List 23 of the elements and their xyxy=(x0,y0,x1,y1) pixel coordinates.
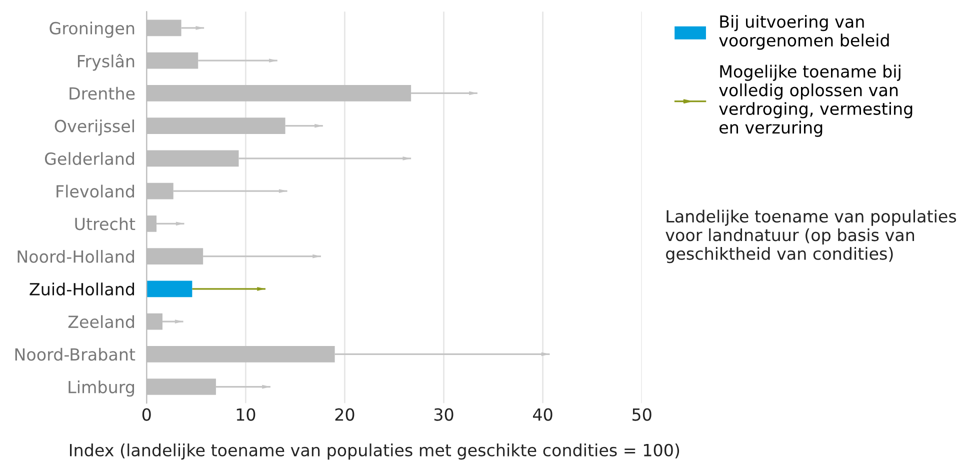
bar xyxy=(146,280,192,298)
y-tick-label: Overijssel xyxy=(54,119,134,136)
y-tick-label: Utrecht xyxy=(75,217,136,230)
x-tick-label: 20 xyxy=(335,408,354,421)
x-tick-label: 30 xyxy=(434,408,454,421)
legend-label: Bij uitvoering van voorgenomen beleid xyxy=(719,15,889,50)
y-tick-label: Fryslân xyxy=(78,54,134,71)
y-tick-label: Zuid-Holland xyxy=(30,282,134,296)
y-tick-label: Drenthe xyxy=(70,86,135,100)
y-tick-label: Noord-Brabant xyxy=(15,348,136,361)
y-tick-label: Groningen xyxy=(50,22,134,38)
x-tick-label: 0 xyxy=(142,408,151,421)
y-tick-label: Flevoland xyxy=(56,184,134,198)
text: Landelijke toename van populaties voor landnatuur (op basis van geschiktheid van condities) xyxy=(666,210,956,264)
x-tick-label: 10 xyxy=(236,408,256,421)
x-tick-label: 50 xyxy=(632,408,652,421)
y-tick-label: Gelderland xyxy=(44,152,134,166)
x-axis-title: Index (landelijke toename van populaties met geschikte condities = 100) xyxy=(70,444,680,460)
y-tick-label: Noord-Holland xyxy=(18,250,134,263)
x-tick-label: 40 xyxy=(533,408,552,421)
y-tick-label: Limburg xyxy=(68,380,134,397)
y-tick-label: Zeeland xyxy=(68,315,134,328)
legend-label: Mogelijke toename bij volledig oplossen van verdroging, vermesting en verzuring xyxy=(719,64,912,137)
